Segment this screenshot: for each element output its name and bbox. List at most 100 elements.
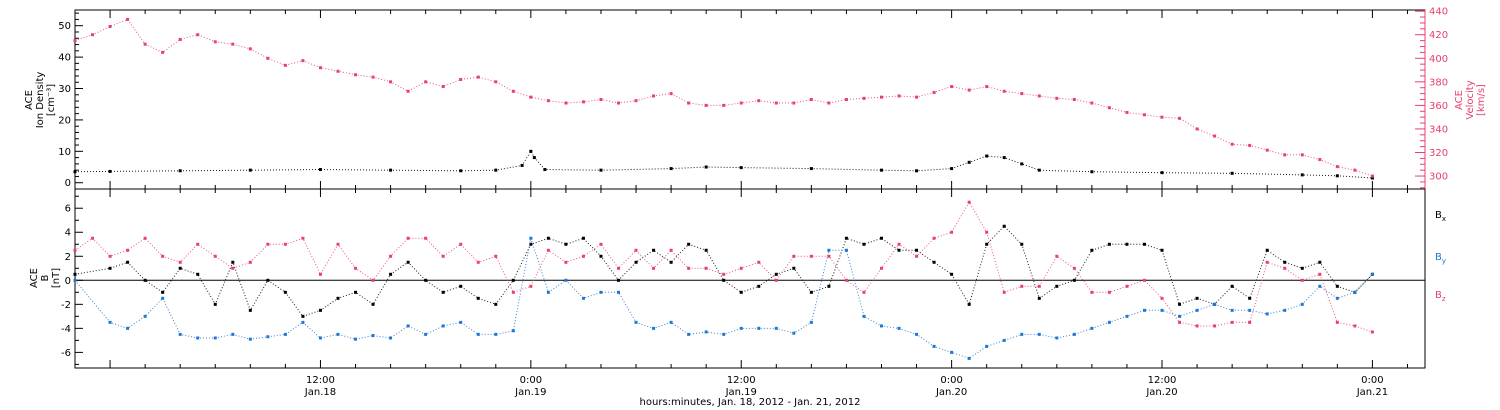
velocity-series-point bbox=[73, 39, 77, 43]
density-series-point bbox=[543, 168, 547, 172]
velocity-series bbox=[73, 17, 1374, 178]
by-series-point bbox=[1178, 314, 1182, 318]
top-panel-density-velocity: ACE Ion Density [cm⁻³] ACE Velocity [km/s] 0… bbox=[24, 7, 1487, 190]
velocity-series-point bbox=[1090, 101, 1094, 105]
x-tick-label-time: 0:00 bbox=[520, 375, 542, 386]
bz-series-point bbox=[757, 260, 761, 264]
by-series-point bbox=[1213, 302, 1217, 306]
by-series-point bbox=[985, 344, 989, 348]
top-ylabel-line: [cm⁻³] bbox=[46, 84, 57, 116]
by-series-point bbox=[441, 324, 445, 328]
velocity-series-point bbox=[967, 88, 971, 92]
velocity-series-point bbox=[1353, 168, 1357, 172]
bx-series-point bbox=[1160, 248, 1164, 252]
by-series-point bbox=[318, 336, 322, 340]
bz-series-point bbox=[1213, 324, 1217, 328]
by-series-point bbox=[1125, 314, 1129, 318]
bz-series-point bbox=[1283, 266, 1287, 270]
bx-series-point bbox=[950, 272, 954, 276]
bz-series-point bbox=[1335, 320, 1339, 324]
bx-series-point bbox=[459, 284, 463, 288]
bz-series-point bbox=[1318, 272, 1322, 276]
bx-series-point bbox=[1142, 242, 1146, 246]
bx-series-point bbox=[564, 242, 568, 246]
x-tick-label-time: 0:00 bbox=[940, 375, 962, 386]
velocity-series-point bbox=[1160, 115, 1164, 119]
velocity-series-point bbox=[441, 85, 445, 89]
by-series-point bbox=[1318, 284, 1322, 288]
by-series-point bbox=[687, 332, 691, 336]
y2-tick-label: 320 bbox=[1429, 148, 1448, 159]
velocity-series-point bbox=[704, 103, 708, 107]
bx-series-point bbox=[1230, 284, 1234, 288]
bx-series-point bbox=[932, 260, 936, 264]
bz-series-point bbox=[213, 254, 217, 258]
by-series-point bbox=[950, 350, 954, 354]
bz-series-point bbox=[1353, 324, 1357, 328]
bx-series-point bbox=[652, 248, 656, 252]
bot-ylabel: ACE B [nT] bbox=[29, 268, 62, 288]
velocity-series-point bbox=[827, 101, 831, 105]
bx-series-point bbox=[827, 284, 831, 288]
velocity-series-point bbox=[1370, 174, 1374, 178]
bx-series-trace bbox=[74, 225, 1373, 317]
velocity-series-point bbox=[494, 80, 498, 84]
density-series-point bbox=[529, 149, 533, 153]
bx-series-point bbox=[1283, 260, 1287, 264]
bz-series-point bbox=[1300, 278, 1304, 282]
velocity-series-point bbox=[196, 33, 200, 37]
velocity-series-point bbox=[1020, 92, 1024, 96]
bz-series-point bbox=[318, 272, 322, 276]
velocity-series-point bbox=[476, 75, 480, 79]
density-series-point bbox=[739, 166, 743, 170]
x-tick-label-time: 0:00 bbox=[1361, 375, 1383, 386]
x-axis-label: hours:minutes, Jan. 18, 2012 - Jan. 21, … bbox=[640, 397, 861, 408]
by-series-point bbox=[704, 330, 708, 334]
legend-bx: Bx bbox=[1435, 210, 1446, 223]
bz-series-point bbox=[634, 248, 638, 252]
by-series-point bbox=[669, 320, 673, 324]
velocity-series-point bbox=[722, 103, 726, 107]
bx-series-point bbox=[196, 272, 200, 276]
bz-series-trace bbox=[74, 201, 1373, 333]
velocity-series-point bbox=[581, 100, 585, 104]
bz-series-point bbox=[792, 254, 796, 258]
bz-series-point bbox=[827, 254, 831, 258]
y2-tick-label: 360 bbox=[1429, 101, 1448, 112]
density-series-point bbox=[318, 168, 322, 172]
bz-series-point bbox=[511, 290, 515, 294]
bz-series-point bbox=[441, 254, 445, 258]
by-series bbox=[73, 236, 1374, 360]
by-series-point bbox=[1142, 308, 1146, 312]
bx-series-point bbox=[108, 266, 112, 270]
by-series-point bbox=[1055, 336, 1059, 340]
y2-tick-label: 440 bbox=[1429, 7, 1448, 18]
bz-series-point bbox=[126, 248, 130, 252]
by-series-point bbox=[1160, 308, 1164, 312]
density-series-point bbox=[1020, 162, 1024, 166]
bz-series-point bbox=[1195, 324, 1199, 328]
bz-series-point bbox=[424, 236, 428, 240]
y-tick-label: 10 bbox=[58, 147, 71, 158]
velocity-series-point bbox=[108, 24, 112, 28]
density-series-point bbox=[915, 169, 919, 173]
bz-series-point bbox=[1265, 260, 1269, 264]
bx-series-point bbox=[301, 314, 305, 318]
bz-series-point bbox=[1248, 320, 1252, 324]
x-tick-label-date: Jan.21 bbox=[1356, 387, 1388, 398]
velocity-series-point bbox=[1195, 127, 1199, 131]
bz-series-point bbox=[301, 236, 305, 240]
bx-series-point bbox=[248, 308, 252, 312]
velocity-series-point bbox=[950, 85, 954, 89]
bx-series bbox=[73, 224, 1374, 318]
legend-subscript: z bbox=[1442, 295, 1446, 303]
top-panel-frame bbox=[74, 9, 1426, 190]
bz-series-point bbox=[266, 242, 270, 246]
velocity-series-point bbox=[459, 77, 463, 81]
bz-series-point bbox=[108, 254, 112, 258]
velocity-series-point bbox=[266, 56, 270, 60]
bx-series-point bbox=[266, 278, 270, 282]
velocity-series-point bbox=[879, 95, 883, 99]
bx-series-point bbox=[862, 242, 866, 246]
